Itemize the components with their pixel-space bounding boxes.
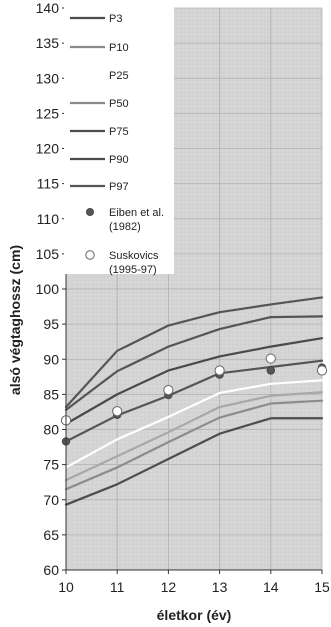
x-tick-label: 10 [58, 579, 74, 595]
y-tick-label: 90 [43, 351, 59, 367]
series-line-p97 [64, 315, 324, 411]
y-tick-label: 60 [43, 562, 59, 578]
y-tick-label: 105 [36, 246, 60, 262]
y-tick-label: 135 [36, 35, 60, 51]
series-line-p90 [64, 337, 324, 425]
y-tick-label: 85 [43, 386, 59, 402]
x-tick-label: 11 [110, 579, 125, 595]
y-tick-label: 70 [43, 492, 59, 508]
marker-eiben [266, 366, 275, 375]
legend-label-suskovics: Suskovics [109, 250, 159, 262]
y-tick-label: 75 [43, 457, 59, 473]
legend-label-p50: P50 [109, 98, 129, 110]
marker-suskovics [214, 365, 225, 376]
legend-box [64, 6, 174, 274]
legend-label-eiben: Eiben et al. [109, 207, 164, 219]
y-tick-label: 95 [43, 316, 59, 332]
x-tick-label: 12 [161, 579, 177, 595]
x-tick-label: 14 [263, 579, 279, 595]
series-line-p25 [64, 391, 324, 482]
legend-marker-eiben [86, 207, 95, 216]
x-tick-label: 15 [314, 579, 330, 595]
legend-label-eiben: (1982) [109, 221, 141, 233]
y-axis-title: alsó végtaghossz (cm) [7, 245, 23, 395]
grid [65, 7, 323, 571]
series-lines [64, 296, 324, 506]
marker-suskovics [265, 353, 276, 364]
legend-label-suskovics: (1995-97) [109, 264, 157, 276]
marker-suskovics [112, 406, 123, 417]
legend-label-p90: P90 [109, 154, 129, 166]
data-markers [60, 353, 328, 446]
y-tick-label: 125 [36, 105, 60, 121]
legend-label-p10: P10 [109, 42, 129, 54]
y-tick-label: 120 [36, 141, 60, 157]
legend-label-p3: P3 [109, 13, 122, 25]
series-line-p10 [64, 399, 324, 491]
legend-label-p97: P97 [109, 181, 129, 193]
x-tick-label: 13 [212, 579, 228, 595]
y-tick-label: 130 [36, 70, 60, 86]
marker-suskovics [163, 385, 174, 396]
y-tick-label: 100 [36, 281, 60, 297]
series-line-p50 [64, 379, 324, 469]
marker-suskovics [316, 365, 328, 376]
legend-label-p25: P25 [109, 70, 129, 82]
y-tick-label: 65 [43, 527, 59, 543]
x-axis-title: életkor (év) [157, 607, 232, 623]
series-line-p3 [64, 417, 324, 506]
series-line-p97b [64, 296, 324, 409]
y-tick-label: 140 [36, 0, 60, 16]
y-tick-label: 115 [37, 176, 60, 192]
y-tick-label: 80 [43, 422, 59, 438]
legend-marker-suskovics [85, 250, 95, 260]
y-tick-label: 110 [37, 211, 60, 227]
series-line-p75 [64, 359, 324, 443]
legend-label-p75: P75 [109, 126, 129, 138]
legend: P3 P10 P25 P50 P75 P90 P97 Eiben et al. (1982) Su… [64, 6, 174, 276]
